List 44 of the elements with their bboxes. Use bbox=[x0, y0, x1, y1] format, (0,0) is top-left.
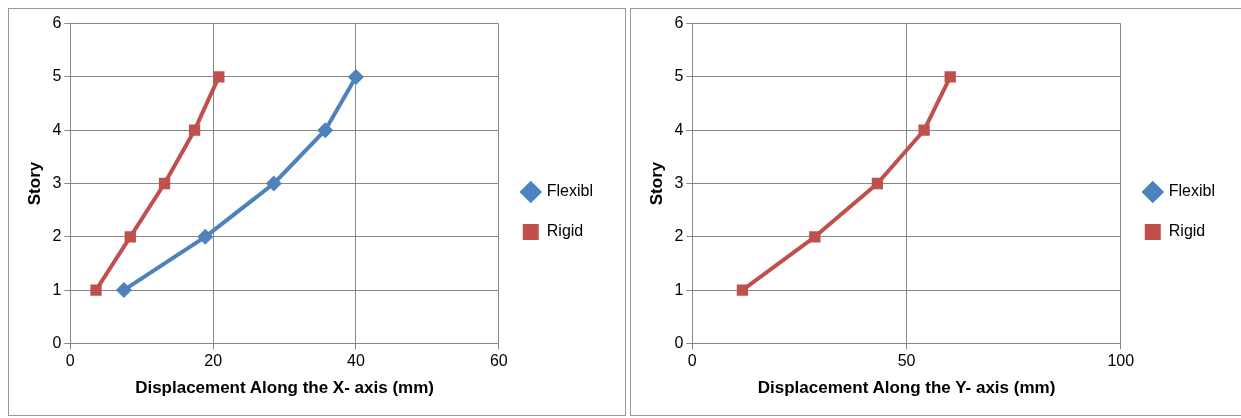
point bbox=[809, 231, 821, 243]
point bbox=[317, 122, 334, 139]
point bbox=[90, 284, 102, 296]
x-tick-label: 100 bbox=[1107, 352, 1135, 370]
y-axis-title: Story bbox=[646, 161, 666, 206]
y-tick-label: 0 bbox=[674, 333, 684, 351]
y-tick-label: 3 bbox=[52, 173, 62, 191]
point bbox=[871, 177, 884, 190]
x-tick-label: 40 bbox=[347, 352, 365, 370]
point bbox=[347, 68, 364, 85]
point bbox=[158, 177, 171, 190]
x-tick-label: 50 bbox=[897, 352, 916, 370]
point bbox=[213, 71, 225, 83]
y-tick-label: 0 bbox=[52, 333, 62, 351]
point bbox=[736, 284, 749, 296]
point bbox=[124, 231, 136, 243]
x-tick-label: 20 bbox=[204, 352, 223, 370]
legend-label: Flexibl bbox=[546, 182, 593, 200]
legend-label: Rigid bbox=[1168, 222, 1206, 240]
y-tick-label: 2 bbox=[674, 227, 684, 245]
legend-label: Rigid bbox=[546, 222, 584, 240]
point bbox=[265, 175, 282, 192]
point bbox=[188, 124, 201, 136]
x-tick-label: 0 bbox=[65, 352, 75, 370]
y-tick-label: 5 bbox=[674, 67, 684, 85]
y-tick-label: 1 bbox=[674, 280, 684, 298]
point bbox=[944, 71, 956, 83]
point bbox=[115, 282, 132, 299]
point bbox=[918, 124, 930, 136]
y-tick-label: 6 bbox=[52, 14, 62, 32]
legend-label: Flexibl bbox=[1168, 182, 1215, 200]
y-axis-title: Story bbox=[24, 161, 44, 206]
y-tick-label: 1 bbox=[52, 280, 62, 298]
x-tick-label: 60 bbox=[489, 352, 508, 370]
x-axis-title: Displacement Along the X- axis (mm) bbox=[135, 378, 434, 398]
y-tick-label: 3 bbox=[674, 173, 684, 191]
point bbox=[197, 228, 214, 245]
x-tick-label: 0 bbox=[687, 352, 697, 370]
x-axis-title: Displacement Along the Y- axis (mm) bbox=[757, 378, 1056, 398]
y-tick-label: 5 bbox=[52, 67, 62, 85]
y-tick-label: 4 bbox=[52, 120, 62, 138]
y-tick-label: 2 bbox=[52, 227, 62, 245]
y-tick-label: 4 bbox=[674, 120, 684, 138]
y-tick-label: 6 bbox=[674, 14, 684, 32]
